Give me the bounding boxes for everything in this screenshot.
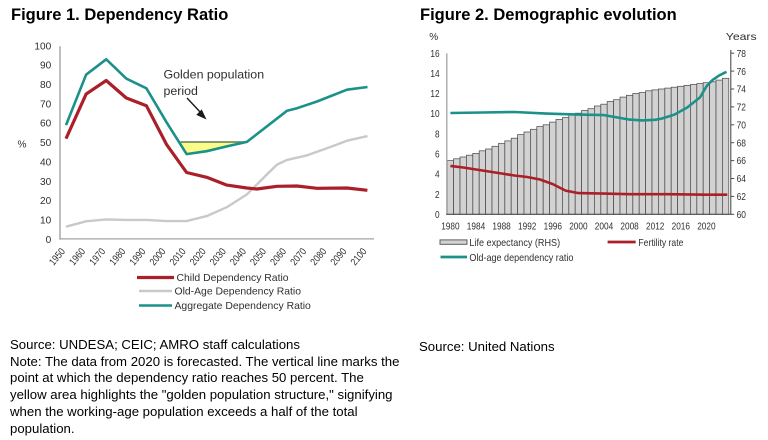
svg-text:1984: 1984 [467, 222, 486, 233]
svg-text:0: 0 [435, 210, 440, 221]
svg-text:70: 70 [40, 99, 52, 110]
svg-text:2000: 2000 [569, 222, 588, 233]
svg-text:2008: 2008 [620, 222, 639, 233]
svg-text:6: 6 [435, 150, 440, 161]
svg-text:40: 40 [40, 158, 52, 169]
svg-text:2: 2 [435, 190, 440, 201]
svg-text:14: 14 [430, 69, 440, 80]
svg-text:8: 8 [435, 129, 440, 140]
svg-text:20: 20 [40, 196, 52, 207]
svg-text:80: 80 [40, 80, 52, 91]
svg-text:16: 16 [430, 49, 440, 60]
svg-text:1988: 1988 [492, 222, 511, 233]
svg-text:%: % [429, 32, 438, 43]
svg-text:Child Dependency Ratio: Child Dependency Ratio [177, 273, 289, 284]
svg-text:70: 70 [737, 120, 747, 131]
svg-text:2020: 2020 [188, 246, 209, 268]
svg-text:1960: 1960 [68, 246, 89, 268]
svg-text:2004: 2004 [595, 222, 614, 233]
svg-text:2016: 2016 [672, 222, 691, 233]
svg-text:Old-Age Dependency Ratio: Old-Age Dependency Ratio [175, 287, 302, 298]
svg-text:66: 66 [737, 156, 747, 167]
svg-text:Old-age dependency ratio: Old-age dependency ratio [469, 253, 573, 264]
svg-text:2060: 2060 [269, 246, 290, 268]
svg-text:30: 30 [40, 177, 52, 188]
svg-text:1990: 1990 [128, 246, 149, 268]
svg-text:Aggregate Dependency Ratio: Aggregate Dependency Ratio [175, 301, 312, 312]
svg-text:10: 10 [40, 216, 52, 227]
svg-text:2090: 2090 [329, 246, 350, 268]
svg-text:2020: 2020 [697, 222, 716, 233]
svg-text:0: 0 [46, 235, 52, 246]
svg-text:1970: 1970 [88, 246, 109, 268]
svg-text:12: 12 [430, 89, 440, 100]
svg-text:1980: 1980 [108, 246, 129, 268]
svg-text:2012: 2012 [646, 222, 665, 233]
svg-text:74: 74 [737, 85, 747, 96]
svg-text:68: 68 [737, 138, 747, 149]
svg-text:Fertility rate: Fertility rate [638, 238, 683, 249]
svg-text:2100: 2100 [349, 246, 370, 268]
svg-text:1980: 1980 [441, 222, 460, 233]
svg-text:10: 10 [430, 109, 440, 120]
svg-text:%: % [18, 140, 27, 151]
svg-text:78: 78 [737, 49, 747, 60]
svg-text:1992: 1992 [518, 222, 537, 233]
svg-text:60: 60 [40, 119, 52, 130]
svg-text:72: 72 [737, 103, 747, 114]
svg-text:4: 4 [435, 170, 440, 181]
svg-text:period: period [164, 84, 199, 98]
svg-text:2040: 2040 [228, 246, 249, 268]
svg-text:2050: 2050 [248, 246, 269, 268]
svg-text:Golden population: Golden population [164, 68, 265, 82]
svg-text:1950: 1950 [47, 246, 68, 268]
svg-text:60: 60 [737, 210, 747, 221]
svg-text:1996: 1996 [544, 222, 563, 233]
svg-text:2070: 2070 [289, 246, 310, 268]
svg-text:2000: 2000 [148, 246, 169, 268]
svg-text:2030: 2030 [208, 246, 229, 268]
svg-text:2080: 2080 [309, 246, 330, 268]
svg-text:64: 64 [737, 174, 747, 185]
svg-text:90: 90 [40, 61, 52, 72]
svg-text:76: 76 [737, 67, 747, 78]
svg-text:2010: 2010 [168, 246, 189, 268]
svg-text:Life expectancy (RHS): Life expectancy (RHS) [469, 238, 560, 249]
svg-text:62: 62 [737, 192, 747, 203]
svg-text:50: 50 [40, 138, 52, 149]
svg-text:Years: Years [726, 32, 757, 43]
svg-text:100: 100 [34, 41, 51, 52]
